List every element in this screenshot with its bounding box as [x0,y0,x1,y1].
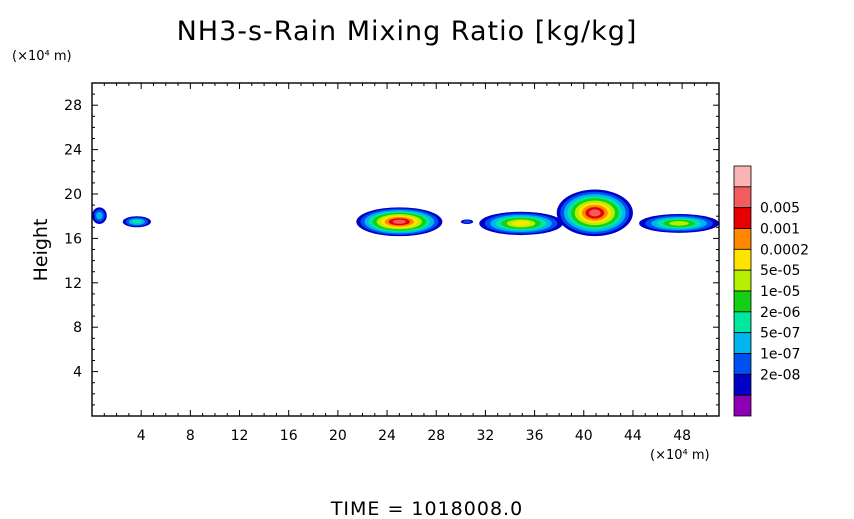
x-tick-label: 20 [329,428,347,444]
colorbar-swatch [733,332,752,354]
colorbar-label: 2e-08 [760,367,800,383]
colorbar-swatch [733,290,752,313]
time-label: TIME = 1018008.0 [330,498,523,519]
colorbar-swatch [733,165,752,188]
x-unit-label: (×10⁴ m) [650,448,710,463]
colorbar-label: 1e-05 [760,284,800,300]
contour-band [392,219,406,224]
x-tick-label: 12 [231,428,249,444]
plot-frame [91,82,720,417]
colorbar-swatch [733,394,752,417]
colorbar-swatch [733,207,752,229]
y-tick-label: 12 [64,276,82,292]
colorbar: 0.005 0.001 0.0002 5e-05 1e-05 2e-06 5e-07 1e-0… [733,165,809,417]
y-tick-label: 20 [64,187,82,203]
colorbar-label: 0.0002 [760,242,809,258]
colorbar-swatch [733,311,752,334]
x-tick-label: 32 [476,428,494,444]
colorbar-label: 0.001 [760,222,800,238]
x-tick-label: 8 [186,428,195,444]
colorbar-swatch [733,269,752,292]
x-tick-label: 48 [673,428,691,444]
x-tick-label: 4 [137,428,146,444]
y-axis: 4 8 12 16 20 24 28 [64,93,719,406]
contour-band [589,209,601,217]
colorbar-label: 2e-06 [760,305,800,321]
y-unit-label: (×10⁴ m) [12,49,72,64]
contour-band [463,220,471,224]
chart-title: NH3-s-Rain Mixing Ratio [kg/kg] [177,16,638,47]
colorbar-swatch [733,186,752,209]
colorbar-swatch [733,228,752,250]
colorbar-swatch [733,353,752,375]
x-tick-label: 24 [378,428,396,444]
y-axis-label: Height [30,219,52,282]
contour-features [92,189,719,237]
contour-band [669,221,689,226]
contour-band [512,220,530,226]
colorbar-label: 5e-07 [760,326,800,342]
colorbar-swatch [733,248,752,271]
colorbar-swatch [733,373,752,396]
colorbar-label: 0.005 [760,201,800,217]
colorbar-label: 5e-05 [760,263,800,279]
y-tick-label: 8 [73,320,82,336]
x-tick-label: 16 [280,428,298,444]
x-tick-label: 40 [575,428,593,444]
colorbar-label: 1e-07 [760,347,800,363]
x-tick-label: 36 [526,428,544,444]
x-axis: 4 8 12 16 20 24 28 32 36 40 44 48 [103,83,708,444]
x-tick-label: 28 [427,428,445,444]
y-tick-label: 16 [64,231,82,247]
y-tick-label: 28 [64,98,82,114]
y-tick-label: 4 [73,365,82,381]
x-tick-label: 44 [624,428,642,444]
contour-band [96,211,103,220]
contour-band [131,219,142,224]
y-tick-label: 24 [64,143,82,159]
